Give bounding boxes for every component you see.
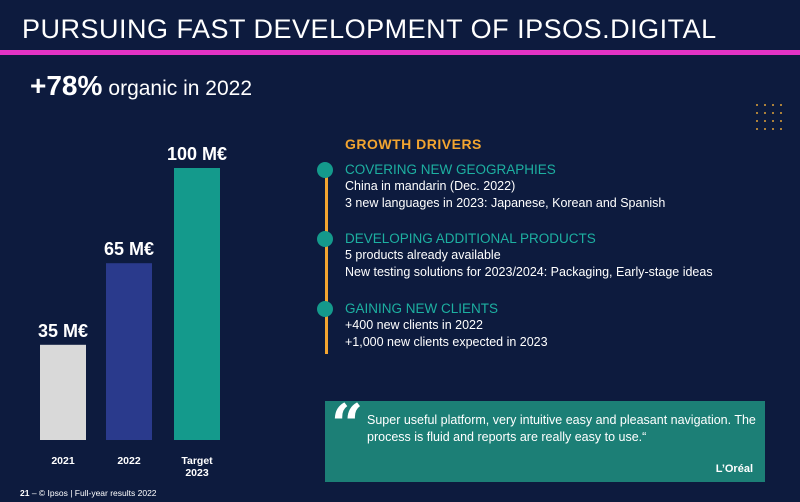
footer: 21 – © Ipsos | Full-year results 2022 <box>20 488 157 498</box>
driver-detail: China in mandarin (Dec. 2022) <box>345 179 516 193</box>
driver-item-products: DEVELOPING ADDITIONAL PRODUCTS 5 product… <box>317 230 787 281</box>
driver-title: DEVELOPING ADDITIONAL PRODUCTS <box>345 231 596 246</box>
decorative-dots <box>756 104 786 134</box>
decorative-dot <box>764 112 766 114</box>
timeline-dot-icon <box>317 231 333 247</box>
decorative-dot <box>756 112 758 114</box>
driver-detail: +1,000 new clients expected in 2023 <box>345 335 548 349</box>
driver-detail: +400 new clients in 2022 <box>345 318 483 332</box>
bar-target-2023 <box>174 168 220 440</box>
decorative-dot <box>772 104 774 106</box>
headline: +78% organic in 2022 <box>30 70 252 102</box>
driver-item-clients: GAINING NEW CLIENTS +400 new clients in … <box>317 300 787 351</box>
category-label: Target 2023 <box>181 455 213 479</box>
title-underline <box>0 50 800 55</box>
decorative-dot <box>756 128 758 130</box>
driver-item-geographies: COVERING NEW GEOGRAPHIES China in mandar… <box>317 161 787 212</box>
bar-2021 <box>40 344 86 440</box>
decorative-dot <box>756 104 758 106</box>
driver-detail: New testing solutions for 2023/2024: Pac… <box>345 265 713 279</box>
quote-author: L’Oréal <box>715 463 753 475</box>
decorative-dot <box>780 120 782 122</box>
client-quote: “ Super useful platform, very intuitive … <box>325 397 765 482</box>
timeline-dot-icon <box>317 301 333 317</box>
bar-value-label: 65 M€ <box>104 239 154 259</box>
decorative-dot <box>764 120 766 122</box>
quote-icon: “ <box>331 392 364 458</box>
headline-growth-figure: +78% <box>30 70 103 101</box>
timeline-dot-icon <box>317 162 333 178</box>
driver-detail: 5 products already available <box>345 248 501 262</box>
page-title: PURSUING FAST DEVELOPMENT OF IPSOS.DIGIT… <box>22 14 717 44</box>
bar-value-label: 100 M€ <box>167 144 227 164</box>
decorative-dot <box>764 104 766 106</box>
driver-detail: 3 new languages in 2023: Japanese, Korea… <box>345 196 666 210</box>
category-label: 2022 <box>117 455 141 467</box>
revenue-bar-chart: 35 M€ 2021 65 M€ 2022 100 M€ Target 2023 <box>38 144 227 479</box>
growth-drivers-title: GROWTH DRIVERS <box>345 136 482 152</box>
decorative-dot <box>780 128 782 130</box>
page-number: 21 <box>20 488 30 498</box>
decorative-dot <box>780 104 782 106</box>
decorative-dot <box>756 120 758 122</box>
decorative-dot <box>772 120 774 122</box>
driver-title: GAINING NEW CLIENTS <box>345 301 499 316</box>
decorative-dot <box>764 128 766 130</box>
footer-text: – © Ipsos | Full-year results 2022 <box>31 488 157 498</box>
decorative-dot <box>772 112 774 114</box>
decorative-dot <box>772 128 774 130</box>
category-label: 2021 <box>51 455 75 467</box>
bar-2022 <box>106 263 152 440</box>
driver-title: COVERING NEW GEOGRAPHIES <box>345 162 556 177</box>
headline-growth-label: organic in 2022 <box>108 77 253 100</box>
bar-value-label: 35 M€ <box>38 321 88 341</box>
quote-text: Super useful platform, very intuitive ea… <box>367 413 756 444</box>
timeline-line <box>325 168 328 354</box>
decorative-dot <box>780 112 782 114</box>
